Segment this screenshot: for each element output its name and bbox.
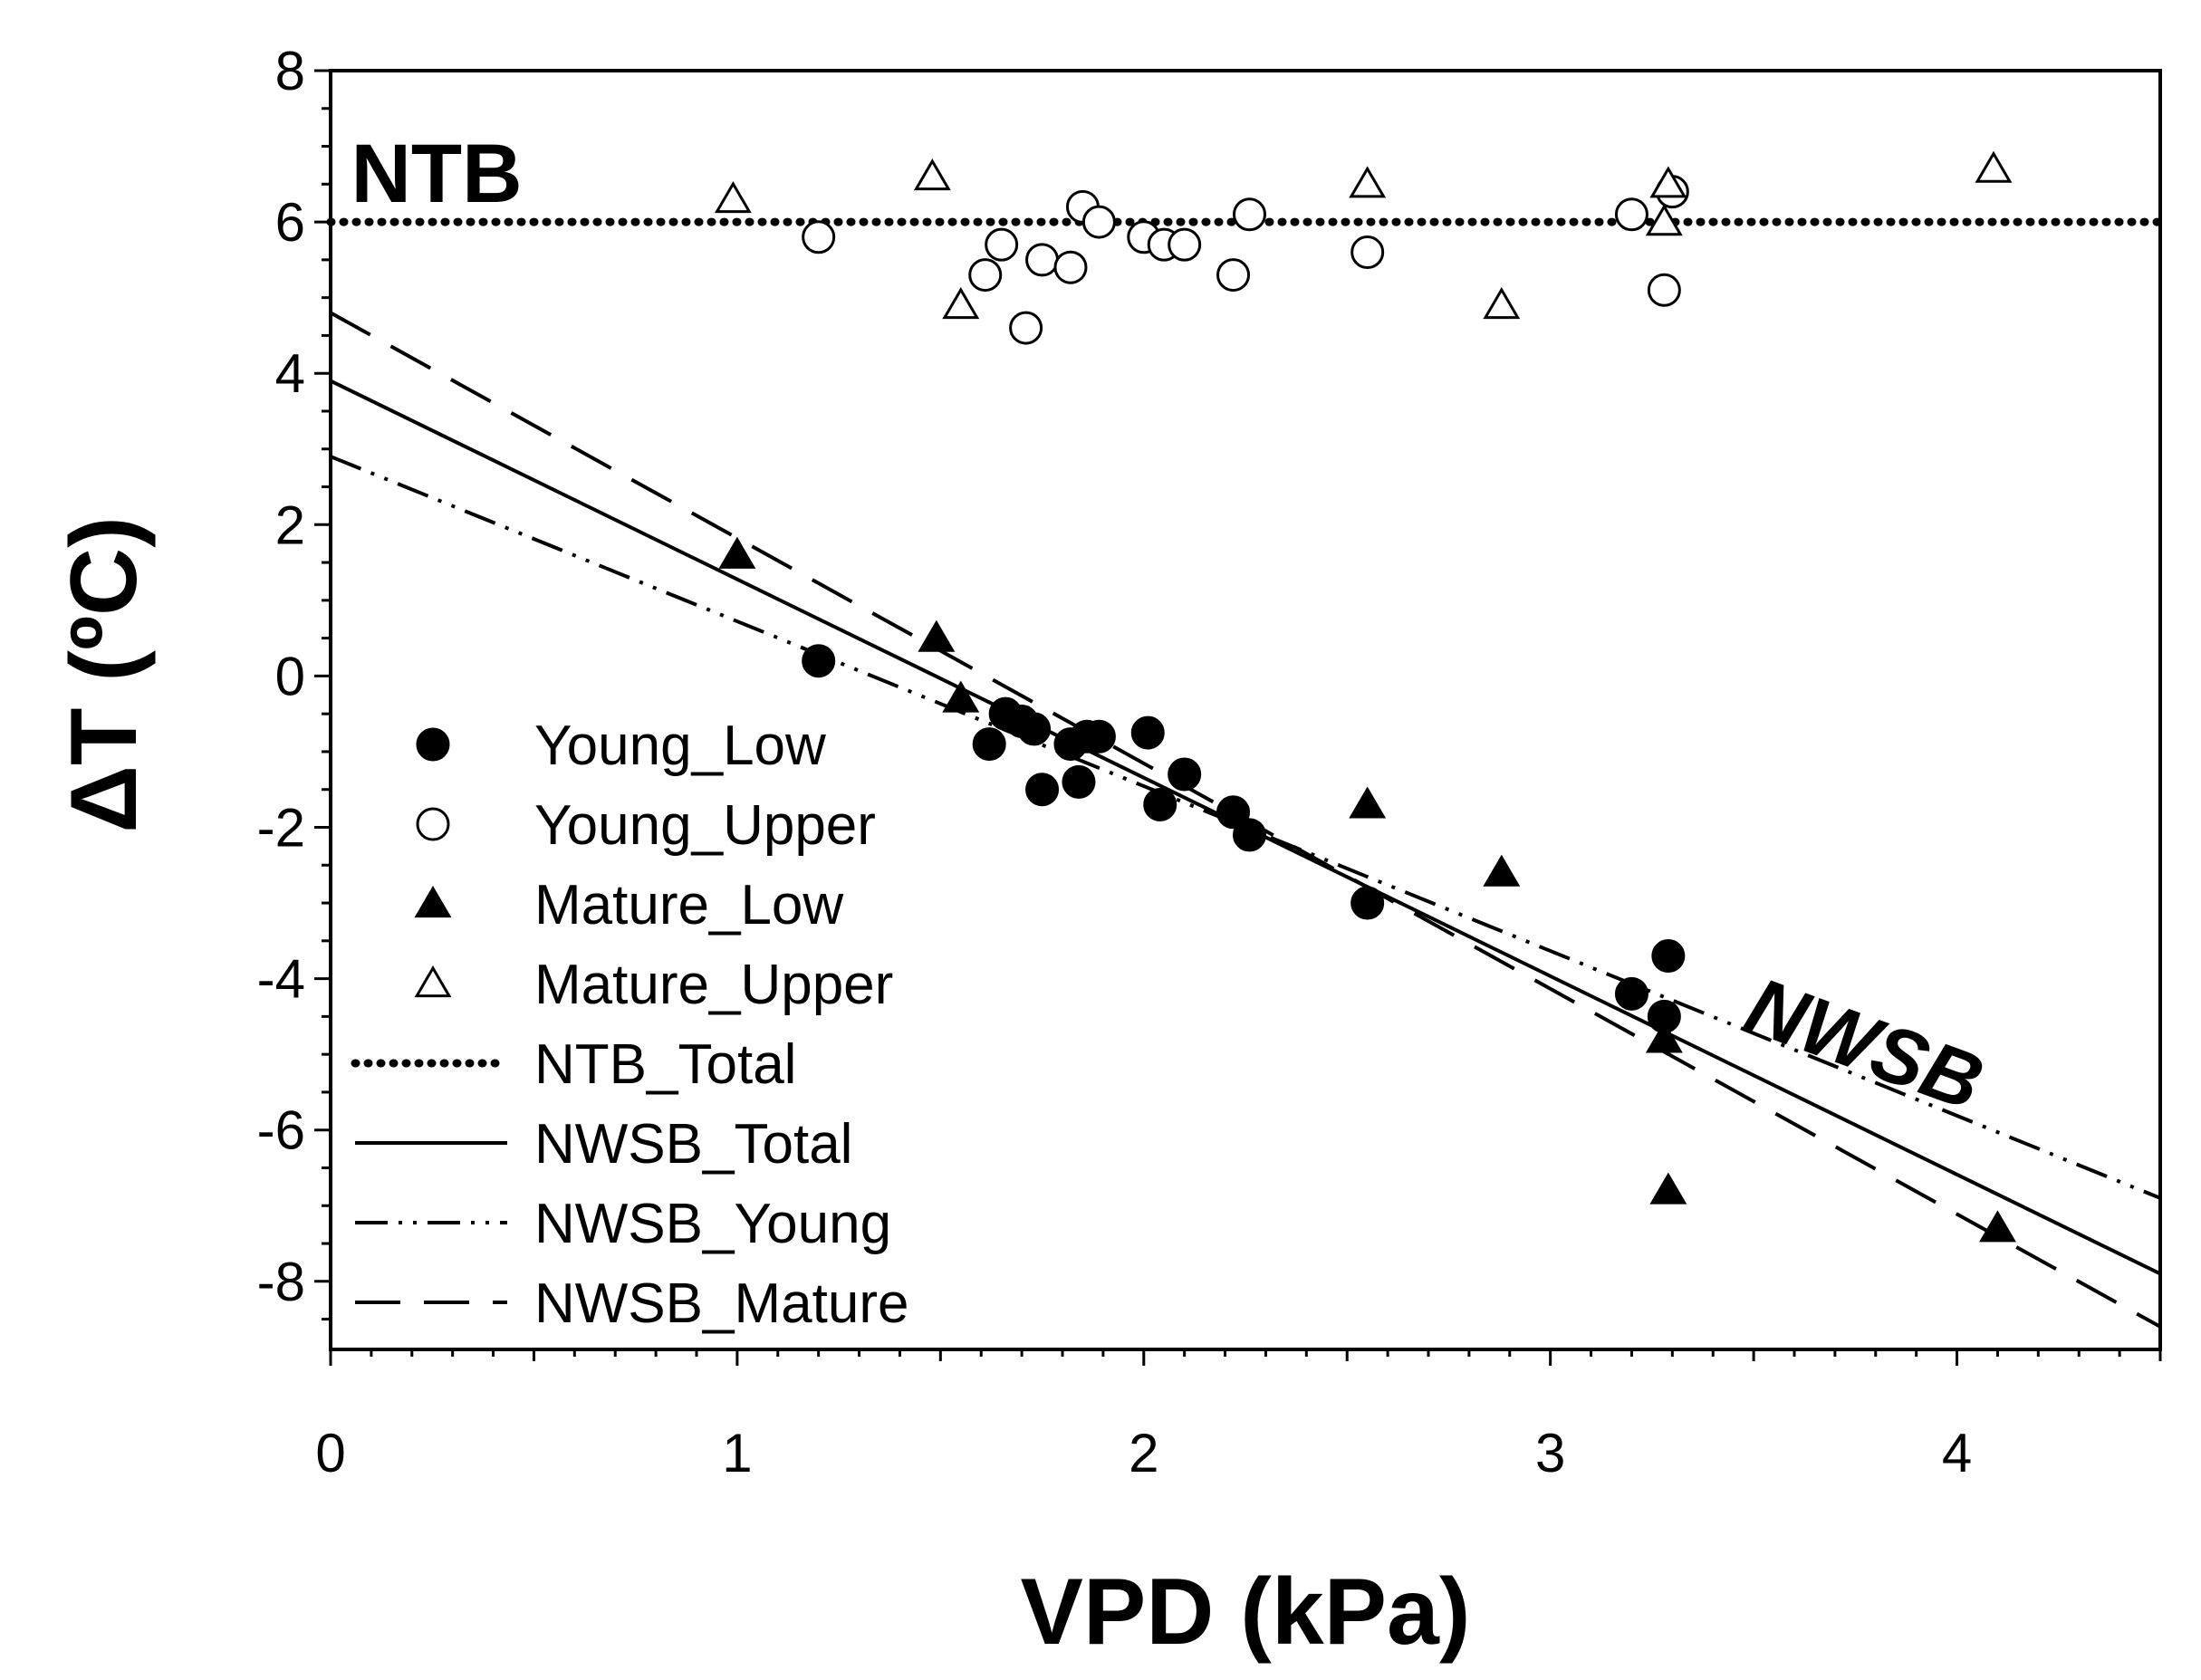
- point-young-low-12: [1168, 757, 1202, 792]
- point-mature-low-5: [1645, 1021, 1683, 1053]
- point-young-upper-1: [968, 258, 1003, 293]
- legend-label-nwsb-total: NWSB_Total: [534, 1113, 852, 1176]
- point-young-upper-0: [802, 220, 836, 254]
- y-axis: 8 6 4 2 0 -2 -4 -6 -8: [257, 41, 331, 1321]
- point-mature-low-6: [1649, 1172, 1687, 1205]
- point-young-upper-3: [1009, 311, 1043, 345]
- point-mature-upper-6: [1649, 166, 1687, 198]
- point-young-upper-7: [1081, 205, 1116, 239]
- legend-symbol-mature-upper: [414, 965, 452, 998]
- y-axis-title: ΔT (ºC): [52, 516, 157, 833]
- x-tick-label-4: 4: [1942, 1423, 1972, 1483]
- point-mature-upper-2: [942, 287, 980, 320]
- y-tick-label-4: -4: [257, 949, 305, 1010]
- x-tick-label-1: 1: [722, 1423, 752, 1483]
- x-tick-label-0: 0: [315, 1423, 345, 1483]
- plot-points: [714, 150, 2016, 1243]
- point-mature-upper-7: [1975, 150, 2013, 183]
- point-mature-low-4: [1483, 854, 1521, 887]
- legend-label-nwsb-young: NWSB_Young: [534, 1193, 891, 1255]
- x-tick-label-3: 3: [1535, 1423, 1565, 1483]
- y-tick-label-2: 2: [275, 494, 305, 555]
- point-young-upper-10: [1168, 227, 1202, 262]
- point-young-upper-11: [1216, 258, 1251, 293]
- point-young-low-15: [1350, 886, 1385, 920]
- point-young-upper-12: [1232, 197, 1266, 232]
- plot-frame: [329, 69, 2162, 1351]
- point-young-upper-14: [1614, 197, 1648, 232]
- y-tick-label-6: 6: [275, 192, 305, 253]
- y-tick-label-2: -2: [257, 798, 305, 859]
- point-young-low-11: [1143, 787, 1177, 821]
- point-mature-upper-1: [913, 158, 951, 191]
- point-mature-upper-5: [1645, 204, 1683, 236]
- x-tick-label-2: 2: [1129, 1423, 1158, 1483]
- point-mature-upper-3: [1349, 166, 1387, 198]
- point-young-low-10: [1130, 715, 1165, 750]
- point-young-upper-13: [1350, 235, 1385, 270]
- point-young-low-14: [1232, 818, 1266, 852]
- point-mature-low-1: [918, 619, 956, 652]
- point-young-low-13: [1216, 795, 1251, 830]
- legend: Young_Low Young_Upper Mature_Low Mature_Upp…: [351, 715, 908, 1335]
- x-axis: 0 1 2 3 4: [315, 1349, 2162, 1483]
- y-tick-label-0: 0: [275, 646, 305, 706]
- point-mature-low-7: [1978, 1210, 2016, 1243]
- y-tick-label-8: 8: [275, 41, 305, 101]
- point-young-low-18: [1651, 939, 1686, 974]
- y-tick-label-8: -8: [257, 1252, 305, 1312]
- point-young-upper-2: [985, 227, 1019, 262]
- point-young-low-5: [1025, 773, 1060, 807]
- point-mature-low-0: [718, 536, 756, 569]
- point-young-low-1: [972, 727, 1006, 762]
- point-young-upper-4: [1025, 243, 1060, 277]
- x-axis-title: VPD (kPa): [1020, 1560, 1470, 1665]
- legend-symbol-mature-low: [414, 886, 452, 918]
- point-young-low-16: [1614, 976, 1648, 1011]
- legend-label-mature-upper: Mature_Upper: [534, 954, 893, 1016]
- legend-label-ntb-total: NTB_Total: [534, 1033, 796, 1096]
- point-young-upper-15: [1647, 273, 1681, 307]
- y-tick-label-6: -6: [257, 1100, 305, 1161]
- y-tick-label-4: 4: [275, 343, 305, 404]
- point-young-low-7: [1062, 764, 1096, 799]
- legend-label-nwsb-mature: NWSB_Mature: [534, 1272, 908, 1335]
- point-young-low-9: [1081, 719, 1116, 754]
- point-young-upper-5: [1053, 250, 1088, 284]
- point-young-low-0: [802, 644, 836, 678]
- annotation-ntb: NTB: [351, 128, 522, 220]
- point-young-low-4: [1017, 712, 1052, 746]
- legend-symbol-young-upper: [416, 807, 450, 841]
- legend-label-young-low: Young_Low: [534, 715, 826, 777]
- legend-symbol-young-low: [416, 727, 450, 762]
- legend-label-mature-low: Mature_Low: [534, 874, 843, 936]
- point-mature-upper-4: [1483, 287, 1521, 320]
- point-mature-low-2: [942, 680, 980, 713]
- legend-label-young-upper: Young_Upper: [534, 794, 876, 857]
- point-mature-upper-0: [714, 181, 752, 214]
- point-mature-low-3: [1349, 786, 1387, 819]
